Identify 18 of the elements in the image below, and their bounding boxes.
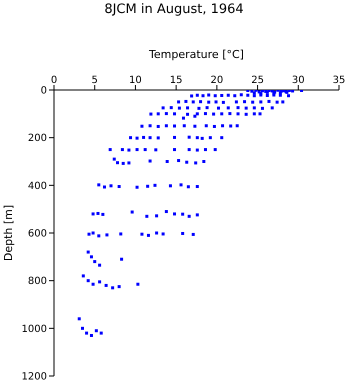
x-tick-label: 5	[92, 75, 98, 86]
x-tick-label: 20	[210, 75, 224, 86]
y-tick-label: 800	[28, 276, 47, 288]
x-tick-label: 25	[251, 75, 264, 86]
x-axis-title: Temperature [°C]	[148, 48, 244, 61]
x-tick-label: 0	[50, 75, 58, 86]
y-tick-label: 0	[40, 86, 47, 97]
y-tick-label: 400	[28, 180, 47, 192]
x-tick-label: 30	[292, 75, 305, 86]
y-tick-label: 1200	[22, 372, 47, 383]
x-tick-label: 15	[170, 75, 183, 86]
y-tick-label: 600	[28, 228, 47, 240]
y-tick-label: 200	[28, 133, 47, 144]
chart-title: 8JCM in August, 1964	[103, 2, 245, 17]
y-axis-title: Depth [m]	[2, 204, 15, 262]
y-tick-label: 1000	[22, 324, 47, 335]
x-tick-label: 35	[332, 75, 346, 86]
x-tick-label: 10	[129, 75, 142, 86]
